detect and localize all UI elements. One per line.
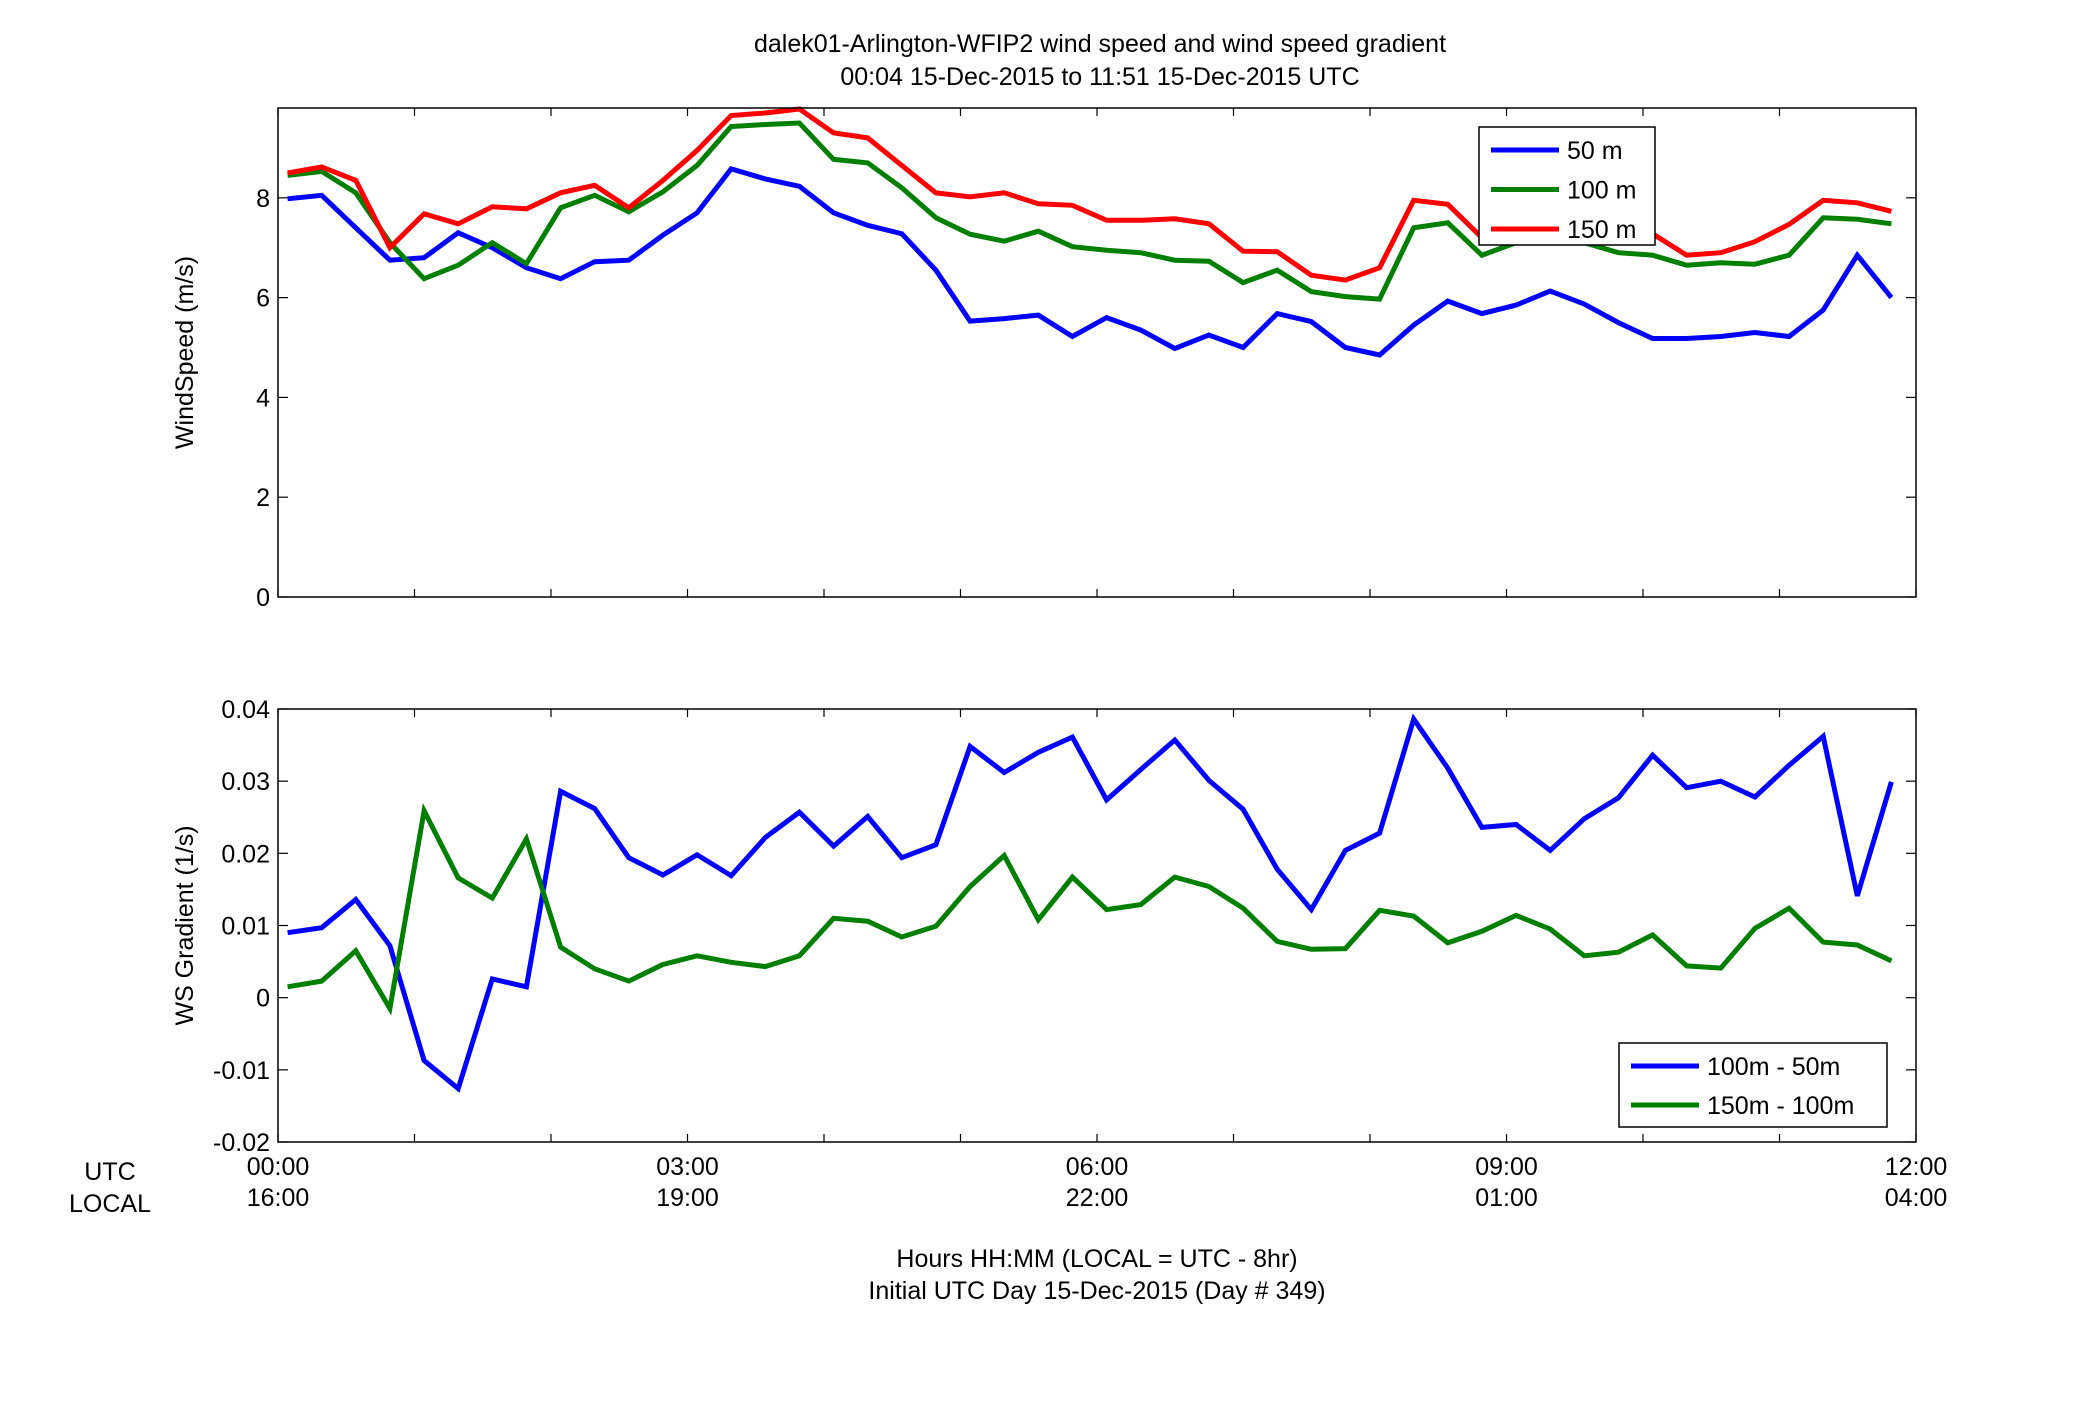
wind-speed-panel: 0 2 4 6 8 WindSpeed (m/s) 50 m 100 m 150 m [171, 106, 1917, 612]
y-tick-label: 6 [256, 285, 270, 313]
utc-tick-label: 03:00 [656, 1153, 719, 1181]
y-tick-label: 0.04 [221, 696, 270, 724]
legend-label: 150m - 100m [1707, 1092, 1854, 1120]
chart-title-line1: dalek01-Arlington-WFIP2 wind speed and w… [754, 30, 1446, 58]
local-tick-label: 16:00 [247, 1184, 310, 1212]
time-axis-labels: UTC LOCAL 00:00 03:00 06:00 09:00 12:00 … [69, 1153, 1947, 1218]
y-tick-label: -0.01 [213, 1057, 270, 1085]
chart-title-line2: 00:04 15-Dec-2015 to 11:51 15-Dec-2015 U… [840, 63, 1359, 91]
y-tick-label: 2 [256, 484, 270, 512]
utc-tick-label: 06:00 [1066, 1153, 1129, 1181]
series-line [287, 802, 1893, 1016]
y-axis-label: WS Gradient (1/s) [171, 825, 199, 1025]
series-line [287, 713, 1894, 1093]
plot-frame [277, 708, 1917, 1143]
y-tick-label: 0 [256, 584, 270, 612]
local-tick-label: 22:00 [1066, 1184, 1129, 1212]
utc-tick-label: 12:00 [1885, 1153, 1948, 1181]
y-tick-label: 0.03 [221, 768, 270, 796]
plot-frame [277, 107, 1917, 598]
wind-gradient-panel: -0.02 -0.01 0 0.01 0.02 0.03 0.04 WS Gradient (… [171, 696, 1917, 1157]
y-tick-label: 8 [256, 185, 270, 213]
legend-box [1618, 1042, 1888, 1128]
legend-label: 100m - 50m [1707, 1053, 1840, 1081]
x-axis-label-line2: Initial UTC Day 15-Dec-2015 (Day # 349) [868, 1277, 1325, 1305]
y-axis-label: WindSpeed (m/s) [171, 256, 199, 449]
local-row-label: LOCAL [69, 1190, 151, 1218]
local-tick-label: 19:00 [656, 1184, 719, 1212]
y-tick-label: 0 [256, 985, 270, 1013]
series-line [287, 120, 1892, 302]
legend: 50 m 100 m 150 m [1478, 126, 1656, 246]
y-tick-label: 0.02 [221, 840, 270, 868]
utc-tick-label: 09:00 [1475, 1153, 1538, 1181]
y-tick-label: 4 [256, 384, 270, 412]
local-tick-label: 04:00 [1885, 1184, 1948, 1212]
legend-label: 150 m [1567, 216, 1636, 244]
x-axis-label-line1: Hours HH:MM (LOCAL = UTC - 8hr) [896, 1245, 1297, 1273]
utc-tick-label: 00:00 [247, 1153, 310, 1181]
legend-label: 50 m [1567, 137, 1623, 165]
y-tick-label: -0.02 [213, 1129, 270, 1157]
series-line [287, 166, 1894, 358]
utc-row-label: UTC [84, 1158, 135, 1186]
legend-box [1478, 126, 1656, 246]
legend: 100m - 50m 150m - 100m [1618, 1042, 1888, 1128]
y-tick-label: 0.01 [221, 913, 270, 941]
legend-label: 100 m [1567, 177, 1636, 205]
local-tick-label: 01:00 [1475, 1184, 1538, 1212]
